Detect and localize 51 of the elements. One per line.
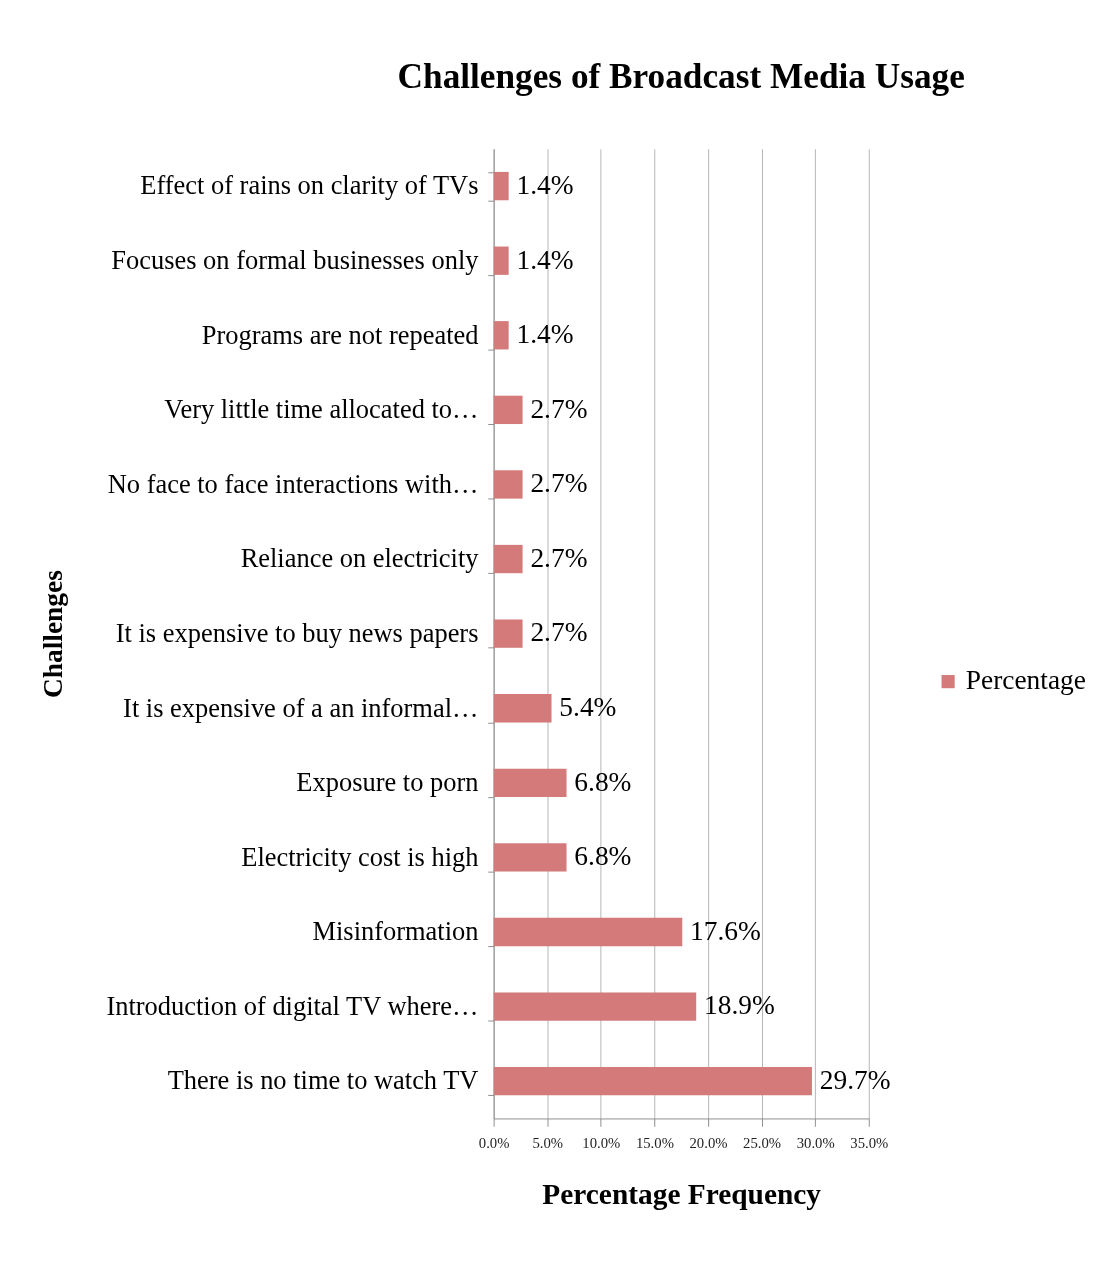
y-tick-label: It is expensive of a an informal… [123, 692, 479, 723]
y-tick-label: Effect of rains on clarity of TVs [140, 170, 479, 201]
data-label: 6.8% [574, 841, 632, 872]
bar [493, 768, 567, 797]
bar [493, 694, 552, 723]
y-tick-label: Very little time allocated to… [164, 394, 479, 425]
data-label: 2.7% [530, 542, 588, 573]
y-axis-title: Challenges [38, 570, 69, 699]
y-tick-label: Reliance on electricity [240, 543, 480, 574]
legend-label: Percentage [965, 665, 1086, 696]
y-tick-label: It is expensive to buy news papers [115, 617, 479, 648]
x-axis-title: Percentage Frequency [542, 1178, 822, 1211]
bar [493, 917, 683, 947]
y-tick-label: Programs are not repeated [201, 319, 479, 350]
y-tick-label: Misinformation [312, 916, 479, 947]
bar [493, 619, 523, 648]
data-label: 1.4% [516, 319, 574, 350]
bar [493, 171, 509, 201]
x-tick-label: 35.0% [850, 1135, 889, 1152]
bar [493, 470, 523, 499]
y-tick-label: Introduction of digital TV where… [106, 990, 479, 1021]
y-tick-label: No face to face interactions with… [107, 468, 479, 499]
data-label: 29.7% [819, 1065, 891, 1095]
data-label: 1.4% [516, 169, 574, 200]
x-tick-label: 15.0% [635, 1135, 674, 1152]
x-tick-label: 25.0% [743, 1135, 782, 1152]
bar [493, 321, 509, 350]
data-label: 2.7% [530, 468, 588, 499]
y-tick-label: Focuses on formal businesses only [111, 245, 480, 276]
data-label: 17.6% [690, 915, 761, 946]
bar [493, 992, 697, 1021]
data-label: 5.4% [559, 692, 617, 723]
data-label: 6.8% [574, 766, 632, 797]
x-tick-label: 10.0% [582, 1135, 621, 1152]
x-tick-label: 5.0% [532, 1135, 564, 1152]
y-tick-label: Electricity cost is high [241, 841, 479, 872]
data-label: 2.7% [530, 617, 588, 648]
bar [493, 246, 509, 275]
chart-title: Challenges of Broadcast Media Usage [397, 57, 965, 97]
x-tick-label: 30.0% [796, 1135, 835, 1152]
data-label: 18.9% [704, 990, 775, 1021]
bar [493, 395, 523, 425]
bar [493, 544, 523, 574]
x-tick-label: 0.0% [478, 1135, 510, 1152]
y-tick-label: Exposure to porn [296, 767, 479, 798]
data-label: 2.7% [530, 393, 588, 424]
y-tick-label: There is no time to watch TV [167, 1065, 479, 1096]
bar [493, 1066, 812, 1096]
bar [493, 843, 567, 872]
x-tick-label: 20.0% [689, 1135, 728, 1152]
data-label: 1.4% [516, 244, 574, 275]
